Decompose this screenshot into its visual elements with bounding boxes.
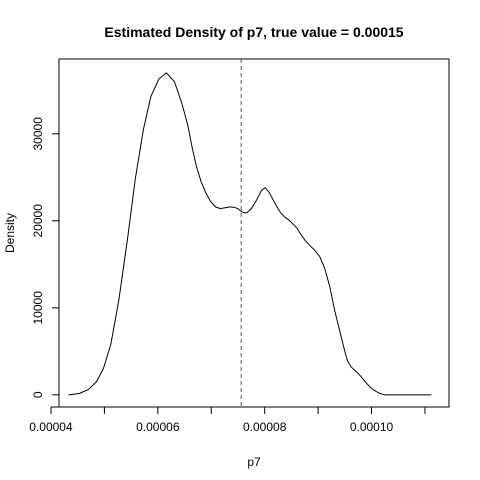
y-tick-label: 20000: [31, 204, 45, 238]
y-axis: 0 10000 20000 30000: [31, 117, 60, 398]
density-curve: [68, 72, 432, 396]
x-tick-label: 0.00006: [136, 420, 180, 434]
y-axis-label: Density: [3, 213, 17, 253]
x-tick-label: 0.00008: [243, 420, 287, 434]
y-tick-label: 30000: [31, 117, 45, 151]
y-tick-label: 10000: [31, 291, 45, 325]
x-axis: 0.00004 0.00006 0.00008 0.00010: [29, 406, 426, 434]
plot-frame: [58, 58, 450, 408]
chart-title: Estimated Density of p7, true value = 0.…: [104, 24, 403, 40]
x-axis-label: p7: [247, 455, 261, 469]
x-tick-label: 0.00004: [29, 420, 73, 434]
y-tick-label: 0: [31, 391, 45, 398]
x-tick-label: 0.00010: [350, 420, 394, 434]
